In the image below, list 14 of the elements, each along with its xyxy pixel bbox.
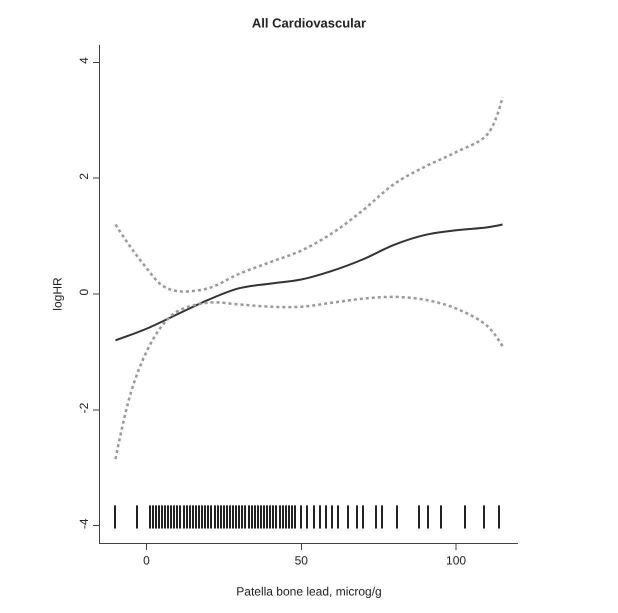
- y-tick-label: -4: [77, 518, 92, 530]
- x-axis-title: Patella bone lead, microg/g: [236, 584, 382, 598]
- chart-title: All Cardiovascular: [252, 15, 366, 30]
- y-tick-label: 2: [77, 172, 92, 180]
- x-tick-label: 100: [446, 553, 466, 568]
- x-tick-label: 0: [143, 553, 150, 568]
- y-tick-label: 0: [77, 288, 92, 296]
- y-tick-label: -2: [77, 402, 92, 414]
- line-series: [114, 296, 504, 460]
- x-tick-label: 50: [294, 553, 308, 568]
- y-axis-title: logHR: [50, 277, 64, 311]
- line-series: [114, 224, 504, 342]
- line-series: [114, 96, 504, 293]
- y-tick-label: 4: [77, 56, 92, 64]
